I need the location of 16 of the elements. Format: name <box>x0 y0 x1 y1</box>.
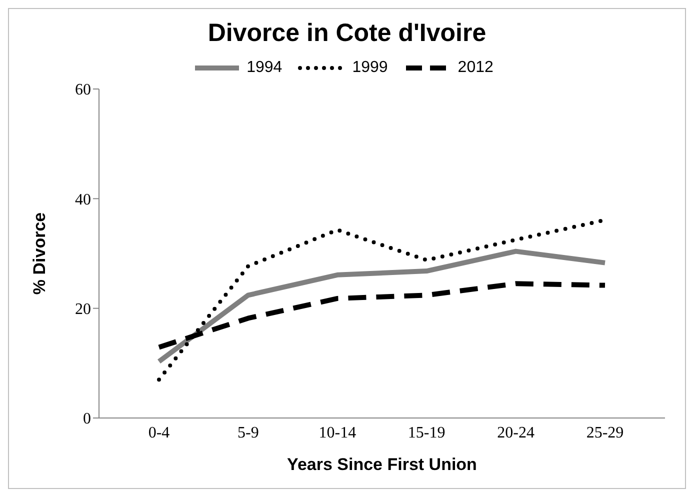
y-tick-label: 40 <box>75 191 91 208</box>
y-tick-label: 60 <box>75 82 91 99</box>
x-tick-label: 0-4 <box>148 424 170 442</box>
y-axis-title: % Divorce <box>30 212 50 295</box>
x-tick-label: 25-29 <box>586 424 624 442</box>
legend-label: 1994 <box>246 59 282 77</box>
y-tick-label: 0 <box>83 410 91 428</box>
x-axis-title: Years Since First Union <box>287 455 477 474</box>
x-tick-label: 20-24 <box>497 424 534 442</box>
legend-label: 2012 <box>458 59 494 77</box>
legend-label: 1999 <box>352 59 388 77</box>
x-tick-label: 15-19 <box>408 424 446 442</box>
x-tick-label: 10-14 <box>318 424 356 442</box>
x-tick-label: 5-9 <box>238 424 259 442</box>
y-tick-label: 20 <box>75 301 91 318</box>
chart-title: Divorce in Cote d'Ivoire <box>206 19 488 48</box>
